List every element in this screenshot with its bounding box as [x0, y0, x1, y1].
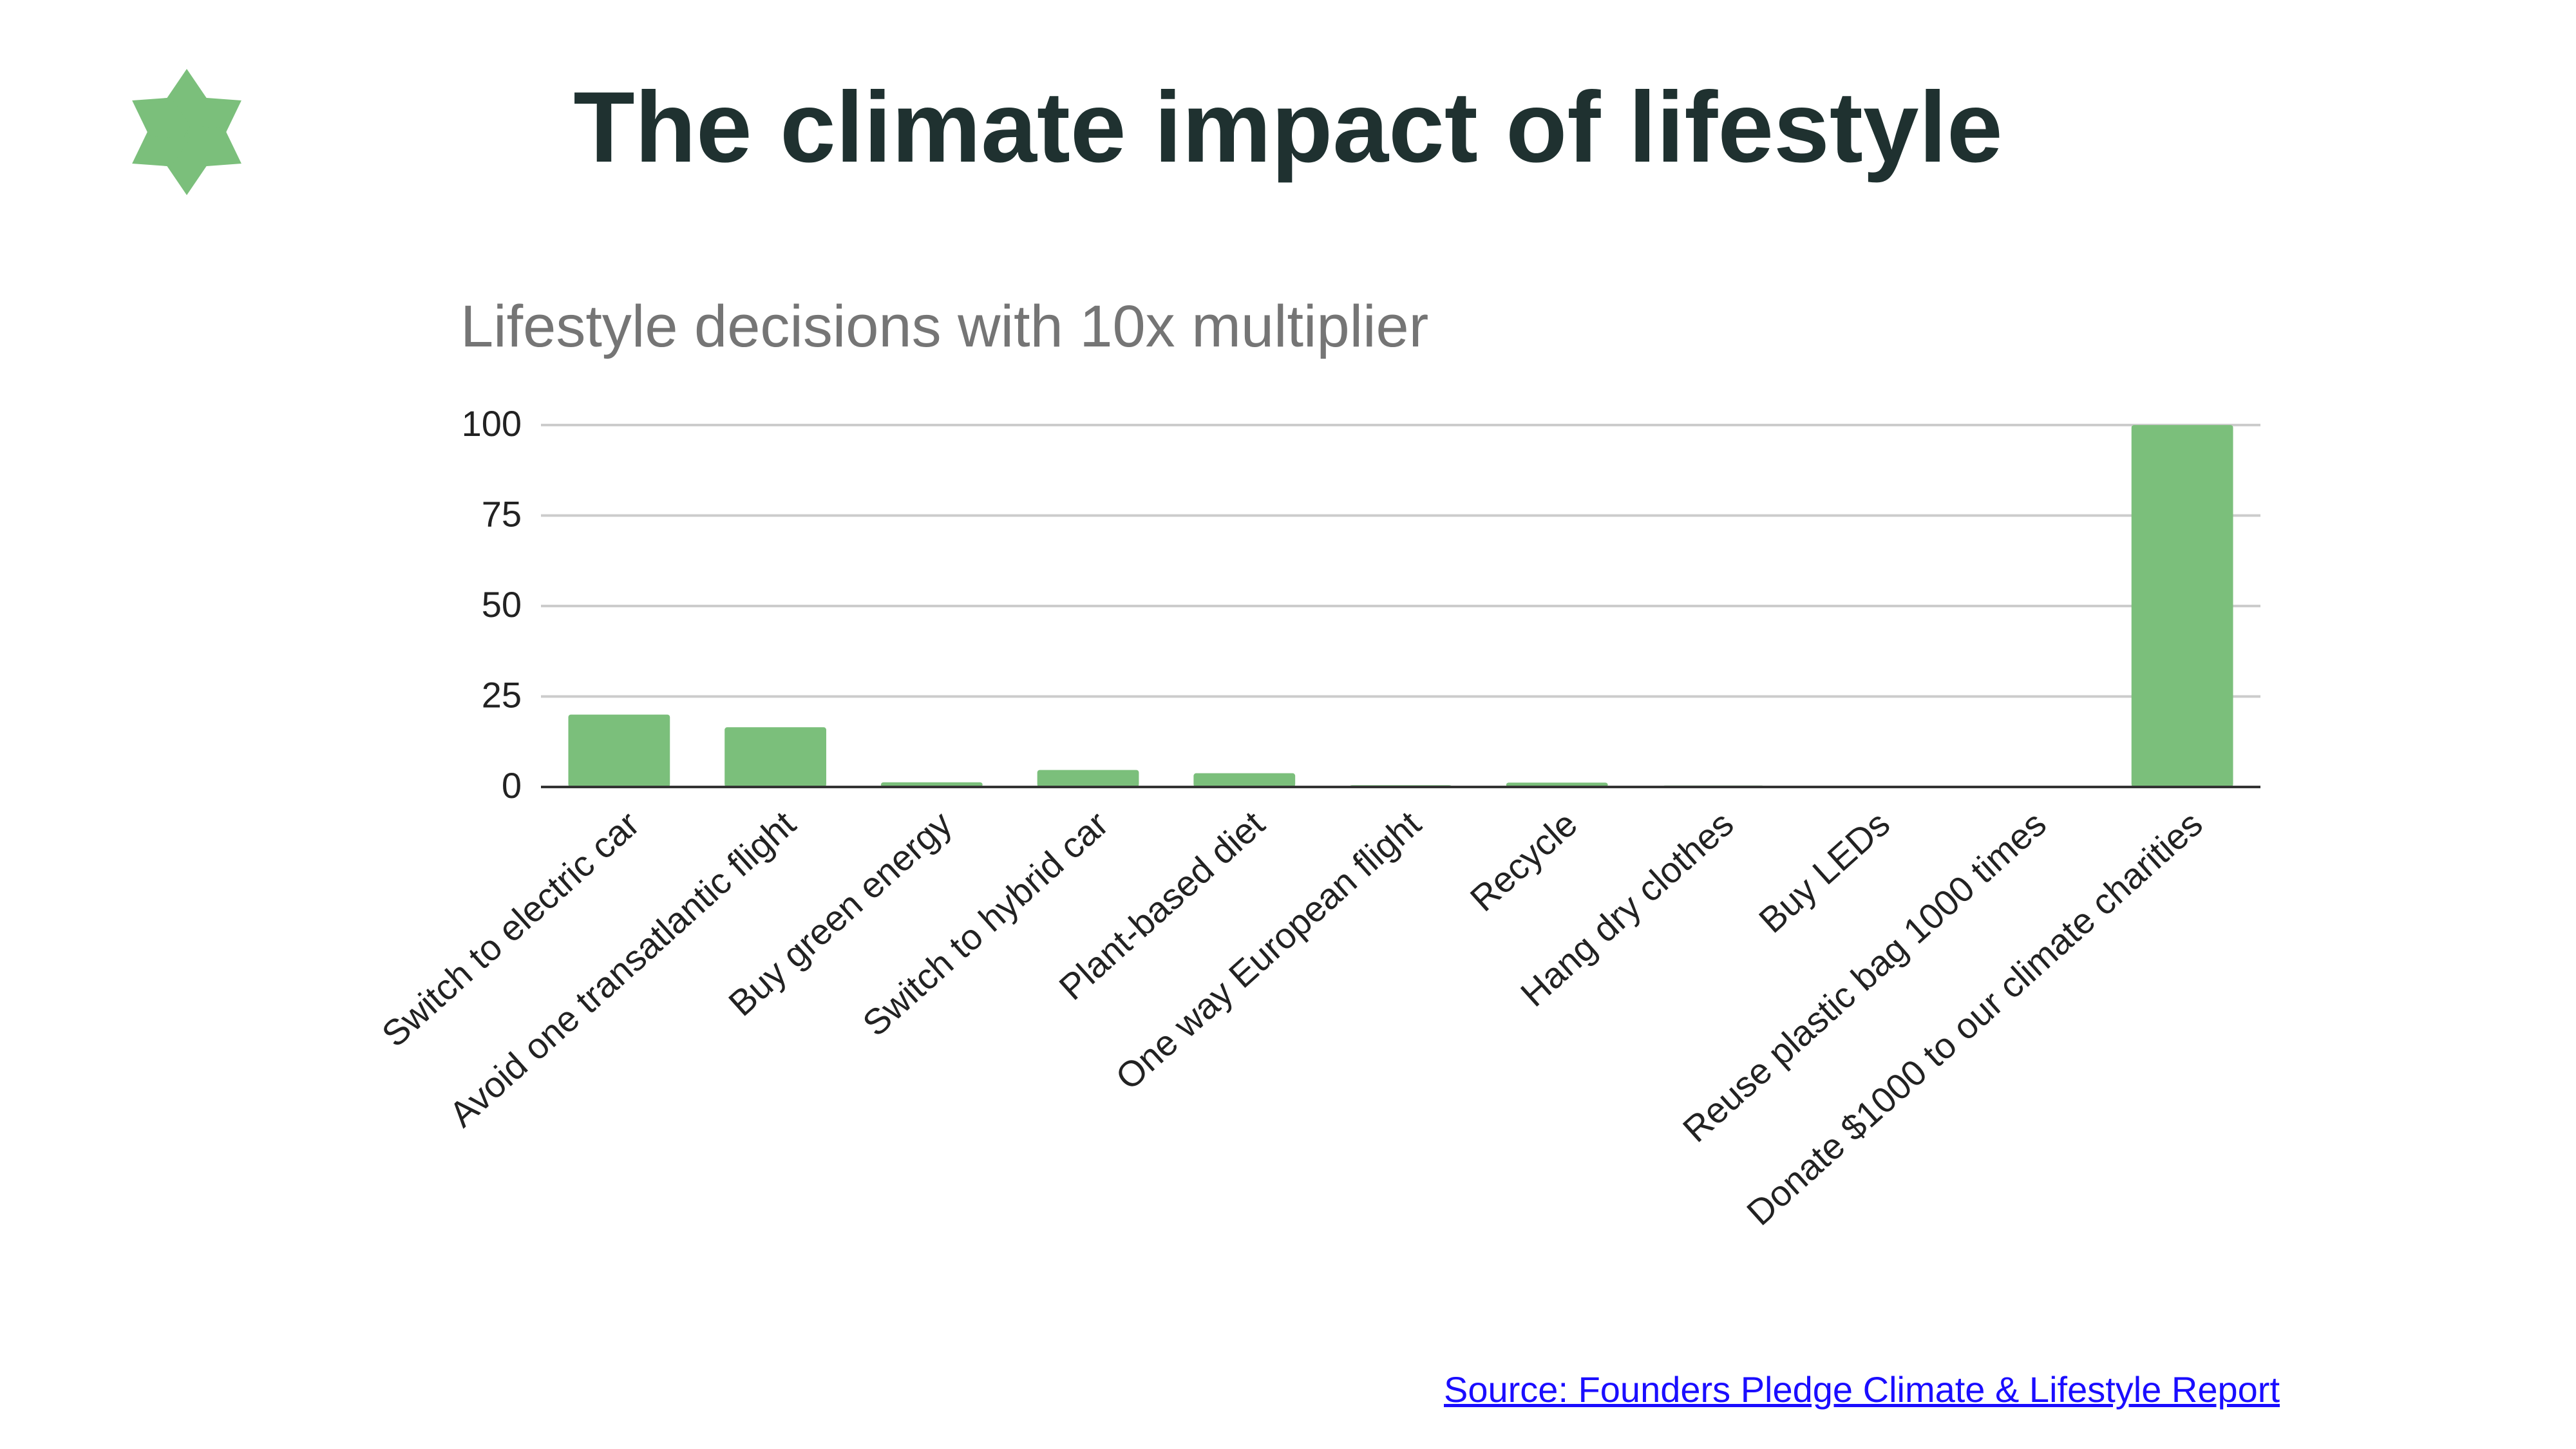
y-tick-label: 50: [482, 584, 522, 625]
page-title: The climate impact of lifestyle: [573, 71, 2003, 184]
bar: [568, 714, 670, 787]
bar: [1193, 773, 1296, 787]
asterisk-logo-icon: [132, 69, 242, 195]
y-tick-label: 25: [482, 675, 522, 715]
y-tick-label: 0: [502, 765, 522, 806]
bar: [2131, 425, 2233, 787]
source-link[interactable]: Source: Founders Pledge Climate & Lifest…: [1444, 1369, 2280, 1410]
chart-title: Lifestyle decisions with 10x multiplier: [460, 294, 1428, 359]
bar: [724, 727, 826, 787]
logo-petal: [132, 97, 191, 139]
x-tick-label: Switch to electric car: [374, 803, 647, 1054]
y-tick-label: 75: [482, 494, 522, 535]
y-tick-label: 100: [462, 403, 522, 444]
bar: [1037, 770, 1139, 787]
x-tick-label: Recycle: [1463, 803, 1585, 919]
x-tick-label: One way European flight: [1108, 803, 1428, 1097]
x-tick-label: Buy LEDs: [1751, 803, 1897, 940]
